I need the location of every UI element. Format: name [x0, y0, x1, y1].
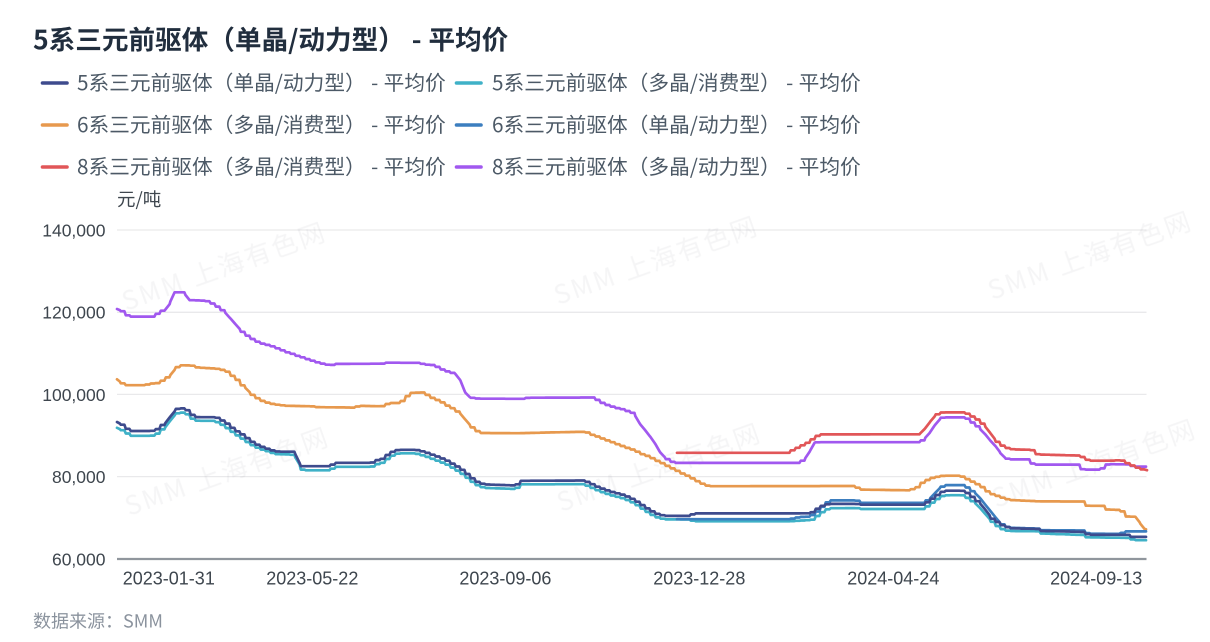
svg-text:2023-01-31: 2023-01-31 — [123, 569, 215, 589]
svg-text:2023-05-22: 2023-05-22 — [266, 569, 358, 589]
svg-text:120,000: 120,000 — [42, 303, 106, 323]
svg-text:80,000: 80,000 — [52, 467, 106, 487]
svg-text:100,000: 100,000 — [42, 385, 106, 405]
svg-text:2023-09-06: 2023-09-06 — [459, 569, 551, 589]
svg-text:60,000: 60,000 — [52, 549, 106, 569]
svg-text:2023-12-28: 2023-12-28 — [653, 569, 745, 589]
svg-text:2024-09-13: 2024-09-13 — [1050, 569, 1142, 589]
svg-text:140,000: 140,000 — [42, 220, 106, 240]
svg-text:2024-04-24: 2024-04-24 — [847, 569, 939, 589]
